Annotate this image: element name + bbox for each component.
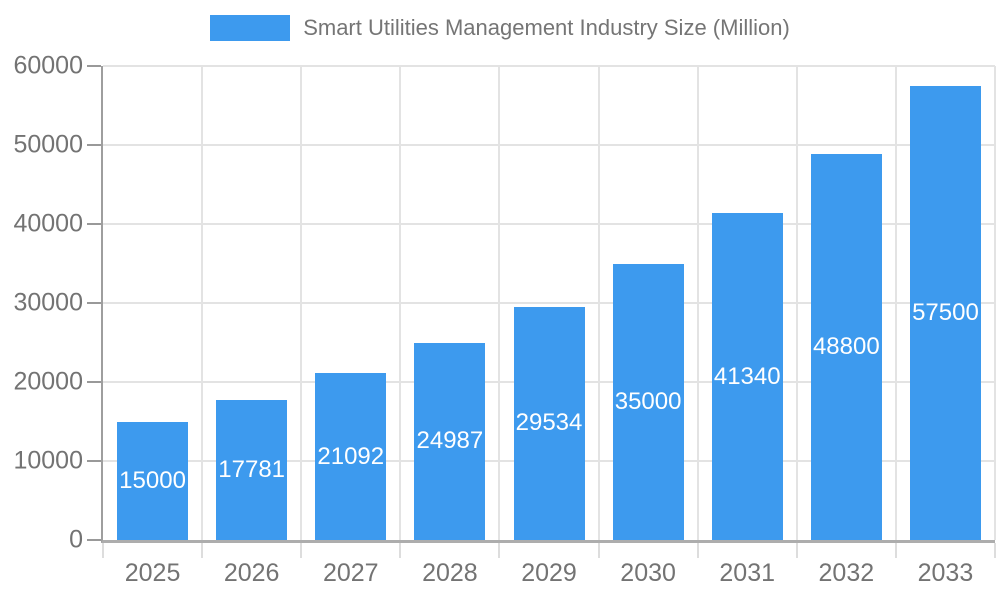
gridline-horizontal: [103, 144, 995, 146]
x-tick-label: 2028: [422, 559, 478, 587]
gridline-vertical: [894, 66, 897, 540]
y-axis-tick: [87, 539, 101, 541]
gridline-horizontal: [103, 223, 995, 225]
y-tick-label: 10000: [13, 446, 83, 475]
x-tick-label: 2027: [322, 559, 379, 587]
y-axis-tick: [87, 460, 101, 462]
bar-value-label: 21092: [317, 442, 385, 470]
y-axis-tick: [87, 223, 101, 225]
y-tick-label: 60000: [13, 51, 83, 80]
bar-value-label: 29534: [515, 409, 583, 437]
bar[interactable]: [810, 154, 882, 540]
x-tick-label: 2029: [521, 559, 577, 587]
y-axis-tick: [87, 144, 101, 146]
bar[interactable]: [216, 399, 288, 540]
x-tick-label: 2030: [620, 559, 676, 587]
gridline-vertical: [300, 66, 303, 540]
gridline-vertical: [795, 66, 798, 540]
gridline-vertical: [201, 66, 204, 540]
gridline-vertical: [399, 66, 402, 540]
gridline-horizontal: [103, 65, 995, 67]
plot-area: 0 10000 20000 30000 40000 50000 60000 15000 2025…: [13, 52, 996, 586]
y-axis-tick: [87, 65, 101, 67]
x-axis-tick: [300, 543, 303, 558]
gridline-horizontal: [103, 302, 995, 304]
y-tick-label: 0: [69, 525, 83, 554]
x-axis-tick: [994, 543, 996, 558]
y-tick-label: 30000: [13, 288, 83, 317]
x-axis-tick: [498, 543, 501, 558]
bar-value-label: 48800: [812, 333, 880, 361]
legend[interactable]: Smart Utilities Management Industry Size…: [0, 15, 1000, 41]
bar-value-label: 41340: [713, 362, 781, 390]
x-axis-tick: [102, 543, 104, 558]
x-tick-label: 2032: [818, 559, 875, 587]
y-tick-label: 40000: [13, 209, 83, 238]
x-tick-label: 2025: [124, 559, 181, 587]
bar-value-label: 35000: [614, 387, 682, 415]
gridline-vertical: [994, 66, 996, 540]
bar-value-label: 24987: [416, 427, 484, 455]
bar[interactable]: [711, 213, 783, 540]
bar-value-label: 15000: [119, 466, 186, 494]
x-tick-label: 2026: [223, 559, 280, 587]
x-axis-tick: [696, 543, 699, 558]
bar-value-label: 57500: [912, 298, 979, 326]
bar[interactable]: [513, 306, 585, 540]
bar[interactable]: [909, 85, 981, 540]
legend-swatch-icon: [210, 15, 291, 41]
x-axis-tick: [201, 543, 204, 558]
bar[interactable]: [117, 421, 189, 540]
y-tick-label: 50000: [13, 130, 83, 159]
bar-value-label: 17781: [218, 455, 286, 483]
x-axis-tick: [795, 543, 798, 558]
gridline-vertical: [696, 66, 699, 540]
bar[interactable]: [414, 342, 486, 540]
legend-label: Smart Utilities Management Industry Size…: [303, 15, 790, 40]
x-axis-tick: [399, 543, 402, 558]
gridline-vertical: [597, 66, 600, 540]
x-axis-tick: [894, 543, 897, 558]
bar[interactable]: [315, 373, 387, 540]
bar[interactable]: [612, 263, 684, 540]
y-tick-label: 20000: [13, 367, 83, 396]
y-axis-tick: [87, 302, 101, 304]
x-tick-label: 2033: [917, 559, 974, 587]
gridline-vertical: [498, 66, 501, 540]
y-axis-tick: [87, 381, 101, 383]
x-axis-tick: [597, 543, 600, 558]
x-tick-label: 2031: [719, 559, 776, 587]
